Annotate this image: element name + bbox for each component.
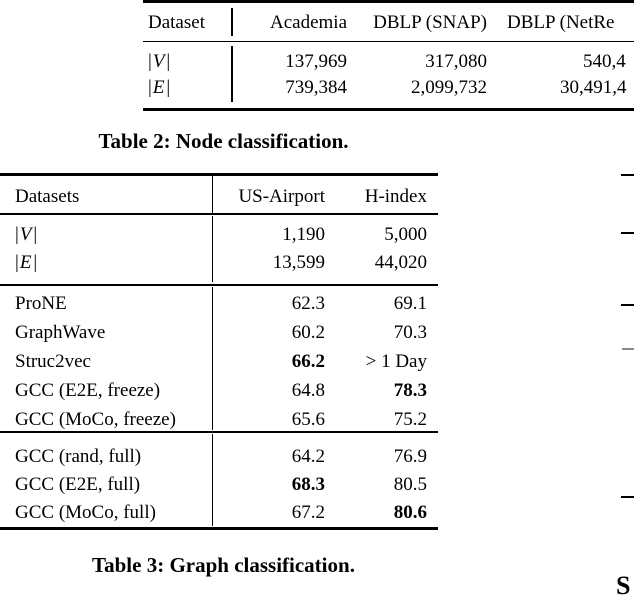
row-label: |E | — [0, 249, 212, 277]
table2-caption: Table 2: Node classification. — [98, 129, 349, 153]
column-divider — [211, 287, 214, 430]
table-bottomrule — [0, 527, 438, 530]
table-midrule — [0, 284, 438, 286]
method-label: GCC (MoCo, full) — [15, 502, 156, 523]
table-cell: 60.2 — [291, 321, 325, 343]
table-midrule — [143, 41, 634, 43]
table-midrule — [0, 431, 438, 433]
table-cell: 137,969 — [285, 51, 347, 72]
table-cell: 75.2 — [393, 408, 427, 430]
row-label: |V | — [0, 221, 212, 249]
table-cell: 76.9 — [393, 446, 427, 467]
table-cell: 70.3 — [393, 321, 427, 343]
table-cell: > 1 Day — [365, 350, 427, 372]
column-header: Academia — [269, 12, 347, 33]
table-cell: 67.2 — [291, 502, 325, 523]
right-column-rule-fragment — [621, 303, 634, 306]
table-cell: 30,491,4 — [560, 77, 627, 98]
math-symbol: E — [152, 77, 165, 98]
pipe: | — [148, 51, 152, 72]
table-row: GCC (MoCo, full) 67.2 80.6 — [0, 499, 438, 527]
row-label: |V | — [143, 49, 231, 75]
method-label: GCC (E2E, freeze) — [15, 379, 161, 401]
column-header: DBLP (SNAP) — [373, 12, 487, 33]
row-label: |E | — [143, 75, 231, 101]
pipe: | — [33, 252, 38, 273]
pipe: | — [15, 252, 19, 273]
table-row: GCC (E2E, full) 68.3 80.5 — [0, 471, 438, 499]
table-cell: 5,000 — [384, 224, 427, 245]
method-label: GCC (MoCo, freeze) — [15, 408, 176, 430]
table-cell: 62.3 — [291, 292, 325, 314]
column-header: Datasets — [15, 186, 80, 207]
table-row: Struc2vec 66.2 > 1 Day — [0, 347, 438, 376]
table-row: GCC (E2E, freeze) 64.8 78.3 — [0, 376, 438, 405]
column-divider — [231, 46, 233, 102]
table-header-row: Dataset Academia DBLP (SNAP) DBLP (NetRe — [143, 6, 634, 40]
pipe: | — [148, 77, 152, 98]
table-row: |E | 739,384 2,099,732 30,491,4 — [143, 75, 634, 101]
column-divider — [211, 176, 214, 213]
column-header: DBLP (NetRe — [507, 12, 615, 33]
method-label: Struc2vec — [15, 350, 91, 372]
pipe: | — [15, 224, 19, 245]
pipe: | — [166, 51, 171, 72]
right-column-rule-fragment — [621, 495, 634, 498]
method-label: GraphWave — [15, 321, 106, 343]
table-row: GCC (MoCo, freeze) 65.6 75.2 — [0, 405, 438, 434]
table-cell: 65.6 — [291, 408, 325, 430]
table-midrule — [0, 213, 438, 215]
table-toprule — [0, 173, 438, 176]
table-cell: 540,4 — [583, 51, 626, 72]
table-cell: 739,384 — [285, 77, 347, 98]
column-header: US-Airport — [238, 186, 325, 207]
table-cell: 2,099,732 — [411, 77, 487, 98]
table-cell: 66.2 — [291, 350, 325, 372]
column-header: Dataset — [148, 12, 205, 33]
method-label: ProNE — [15, 292, 67, 314]
table-cell: 64.8 — [291, 379, 325, 401]
node-classification-table: Datasets US-Airport H-index |V | 1,190 5,… — [0, 173, 438, 530]
right-column-rule-fragment — [621, 232, 634, 234]
table-row: |V | 137,969 317,080 540,4 — [143, 49, 634, 75]
datasets-table: Dataset Academia DBLP (SNAP) DBLP (NetRe… — [143, 0, 634, 112]
table-cell: 13,599 — [272, 252, 325, 273]
right-column-text-fragment: S — [616, 571, 631, 598]
column-header: H-index — [364, 186, 427, 207]
table3-caption: Table 3: Graph classification. — [92, 553, 355, 577]
table-row: |E | 13,599 44,020 — [0, 249, 438, 277]
table-bottomrule — [143, 108, 634, 111]
method-label: GCC (E2E, full) — [15, 474, 141, 495]
math-symbol: V — [152, 51, 165, 72]
right-column-rule-fragment — [621, 173, 634, 176]
table-cell: 80.5 — [393, 474, 427, 495]
right-column-rule-fragment — [622, 348, 634, 350]
column-divider — [231, 8, 233, 36]
table-row: GraphWave 60.2 70.3 — [0, 318, 438, 347]
table-cell: 44,020 — [374, 252, 427, 273]
table-cell: 69.1 — [393, 292, 427, 314]
table-cell: 78.3 — [393, 379, 427, 401]
math-symbol: V — [19, 224, 32, 245]
column-divider — [211, 434, 214, 526]
table-cell: 68.3 — [291, 474, 325, 495]
table-row: |V | 1,190 5,000 — [0, 221, 438, 249]
method-label: GCC (rand, full) — [15, 446, 142, 467]
table-header-row: Datasets US-Airport H-index — [0, 181, 438, 213]
table-toprule — [143, 0, 634, 3]
math-symbol: E — [19, 252, 32, 273]
table-row: GCC (rand, full) 64.2 76.9 — [0, 443, 438, 471]
pipe: | — [166, 77, 171, 98]
table-cell: 64.2 — [291, 446, 325, 467]
table-cell: 317,080 — [425, 51, 487, 72]
table-row: ProNE 62.3 69.1 — [0, 289, 438, 318]
column-divider — [211, 216, 214, 282]
table-cell: 1,190 — [282, 224, 325, 245]
pipe: | — [33, 224, 38, 245]
table-cell: 80.6 — [393, 502, 427, 523]
